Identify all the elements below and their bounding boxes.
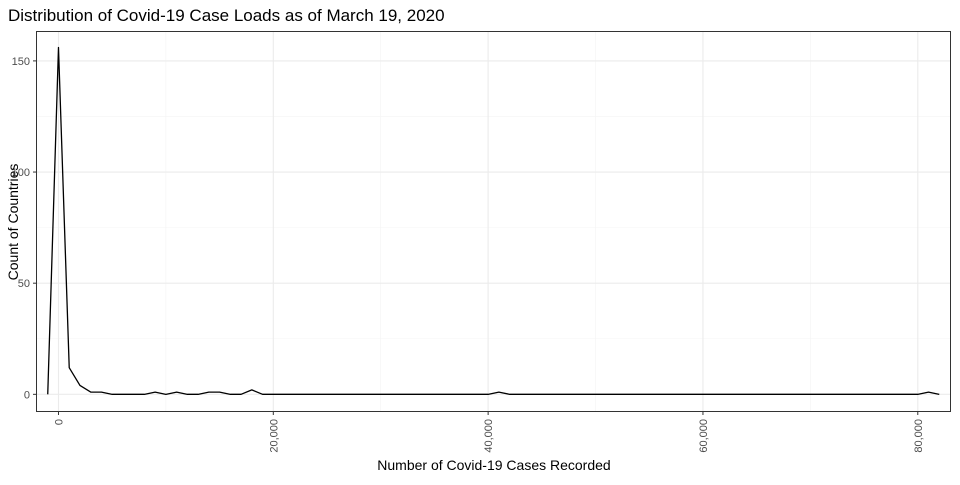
y-tick-label: 0 bbox=[24, 389, 30, 401]
y-tick-label: 50 bbox=[18, 278, 30, 290]
x-tick-label: 20,000 bbox=[268, 419, 280, 453]
series-line bbox=[47, 46, 940, 395]
y-tick-label: 100 bbox=[12, 167, 30, 179]
x-tick-label: 60,000 bbox=[698, 419, 710, 453]
grid bbox=[37, 32, 950, 411]
axes: 0 20,000 40,000 60,000 80,000 0 50 100 150 bbox=[12, 56, 925, 453]
chart-title: Distribution of Covid-19 Case Loads as o… bbox=[8, 6, 445, 25]
x-tick-label: 80,000 bbox=[913, 419, 925, 453]
x-axis-title: Number of Covid-19 Cases Recorded bbox=[377, 457, 610, 473]
x-tick-label: 40,000 bbox=[483, 419, 495, 453]
panel-border bbox=[36, 31, 951, 412]
y-tick-label: 150 bbox=[12, 56, 30, 68]
series-layer bbox=[47, 46, 940, 395]
y-axis-title: Count of Countries bbox=[5, 164, 21, 281]
x-tick-label: 0 bbox=[53, 419, 65, 425]
